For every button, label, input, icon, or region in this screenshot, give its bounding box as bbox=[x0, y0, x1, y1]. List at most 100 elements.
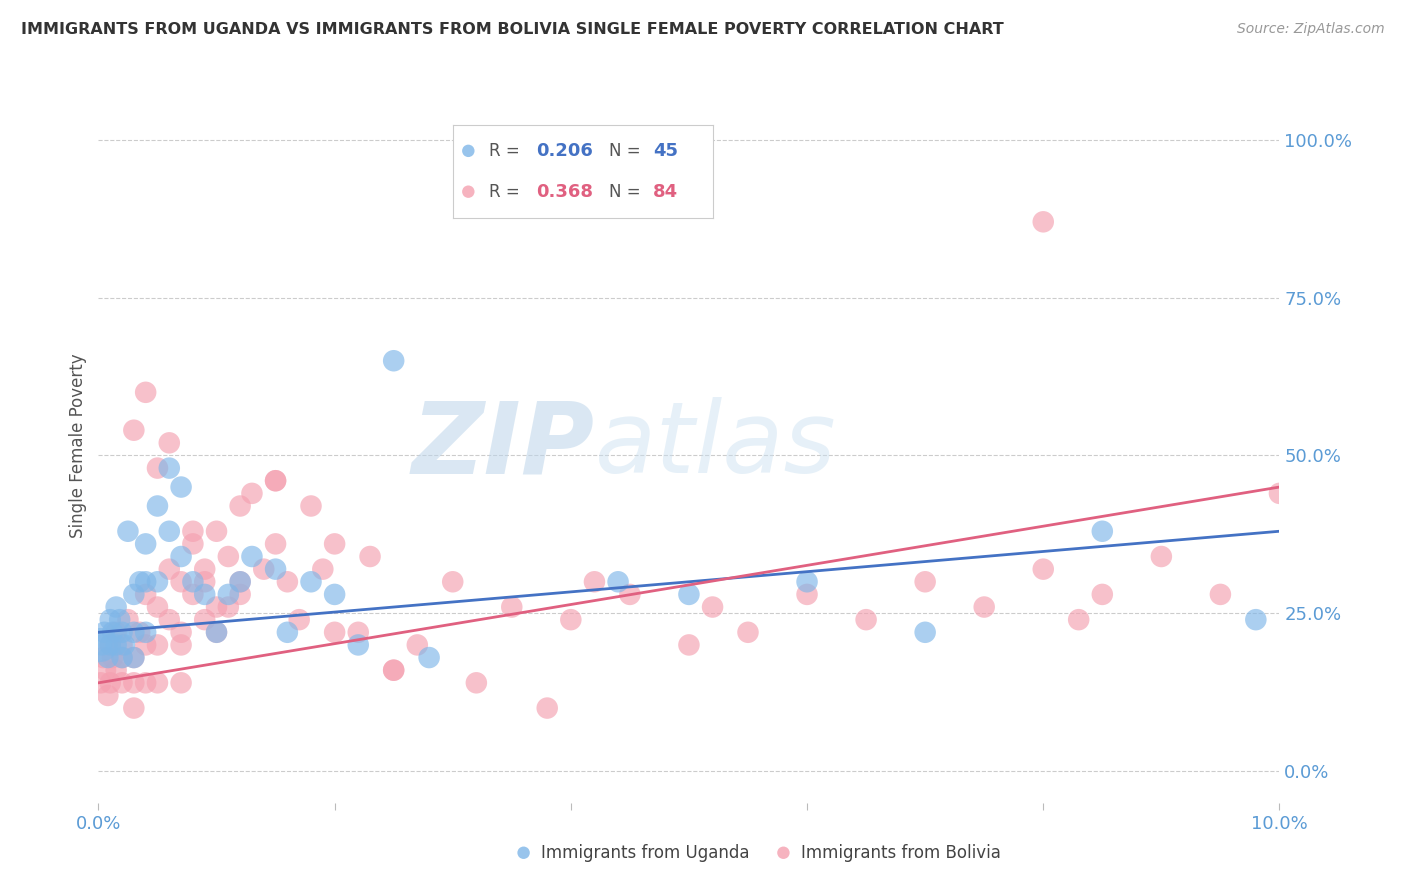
Point bbox=[299, 499, 322, 513]
Point bbox=[536, 701, 558, 715]
Point bbox=[181, 537, 204, 551]
Text: Immigrants from Bolivia: Immigrants from Bolivia bbox=[801, 844, 1001, 862]
Point bbox=[170, 675, 193, 690]
Point bbox=[1268, 486, 1291, 500]
Point bbox=[205, 524, 228, 539]
Point bbox=[607, 574, 630, 589]
Text: Immigrants from Uganda: Immigrants from Uganda bbox=[541, 844, 749, 862]
Point bbox=[194, 587, 217, 601]
Point bbox=[122, 625, 145, 640]
Point bbox=[382, 663, 405, 677]
Point bbox=[122, 587, 145, 601]
Point bbox=[229, 574, 252, 589]
Text: ZIP: ZIP bbox=[412, 398, 595, 494]
Point bbox=[347, 638, 370, 652]
Point bbox=[418, 650, 440, 665]
Point bbox=[323, 537, 346, 551]
Point bbox=[146, 461, 169, 475]
Point bbox=[135, 537, 157, 551]
Point bbox=[194, 613, 217, 627]
Text: atlas: atlas bbox=[595, 398, 837, 494]
Text: Source: ZipAtlas.com: Source: ZipAtlas.com bbox=[1237, 22, 1385, 37]
Point bbox=[135, 385, 157, 400]
Point bbox=[105, 625, 128, 640]
Point bbox=[98, 613, 121, 627]
Point bbox=[240, 486, 263, 500]
Point bbox=[111, 638, 134, 652]
Point bbox=[101, 650, 124, 665]
Point bbox=[796, 587, 818, 601]
Point bbox=[135, 638, 157, 652]
Point bbox=[122, 650, 145, 665]
Point bbox=[122, 675, 145, 690]
Point bbox=[1244, 613, 1267, 627]
Point bbox=[229, 587, 252, 601]
Point bbox=[122, 701, 145, 715]
Point bbox=[1091, 524, 1114, 539]
Point bbox=[217, 549, 239, 564]
Y-axis label: Single Female Poverty: Single Female Poverty bbox=[69, 354, 87, 538]
Point bbox=[441, 574, 464, 589]
Point bbox=[170, 549, 193, 564]
Point bbox=[973, 600, 995, 615]
Point bbox=[264, 474, 287, 488]
Point bbox=[146, 638, 169, 652]
Point bbox=[205, 625, 228, 640]
Point bbox=[157, 461, 180, 475]
Point bbox=[146, 574, 169, 589]
Point bbox=[678, 638, 700, 652]
Point bbox=[170, 480, 193, 494]
Point bbox=[702, 600, 724, 615]
Point bbox=[117, 524, 139, 539]
Point bbox=[105, 600, 128, 615]
Point bbox=[111, 650, 134, 665]
Point bbox=[108, 613, 131, 627]
Point bbox=[122, 650, 145, 665]
Point bbox=[312, 562, 335, 576]
Point bbox=[97, 689, 120, 703]
Point bbox=[98, 675, 121, 690]
Point bbox=[146, 600, 169, 615]
Point bbox=[217, 600, 239, 615]
Point bbox=[583, 574, 606, 589]
Point bbox=[135, 625, 157, 640]
Point bbox=[128, 574, 150, 589]
Point bbox=[619, 587, 641, 601]
Point bbox=[157, 613, 180, 627]
Point bbox=[323, 587, 346, 601]
Point bbox=[157, 435, 180, 450]
Point bbox=[406, 638, 429, 652]
Point bbox=[181, 524, 204, 539]
Point bbox=[501, 600, 523, 615]
Point bbox=[1032, 562, 1054, 576]
Point bbox=[111, 650, 134, 665]
Point bbox=[98, 638, 121, 652]
Point bbox=[240, 549, 263, 564]
Point bbox=[170, 574, 193, 589]
Point bbox=[111, 625, 134, 640]
Point bbox=[91, 650, 114, 665]
Point bbox=[101, 625, 124, 640]
Point bbox=[229, 499, 252, 513]
Point bbox=[288, 613, 311, 627]
Point bbox=[465, 675, 488, 690]
Point bbox=[112, 638, 135, 652]
Point bbox=[299, 574, 322, 589]
Point bbox=[170, 625, 193, 640]
Point bbox=[1209, 587, 1232, 601]
Point bbox=[264, 562, 287, 576]
Point bbox=[135, 587, 157, 601]
Point bbox=[560, 613, 582, 627]
Text: IMMIGRANTS FROM UGANDA VS IMMIGRANTS FROM BOLIVIA SINGLE FEMALE POVERTY CORRELAT: IMMIGRANTS FROM UGANDA VS IMMIGRANTS FRO… bbox=[21, 22, 1004, 37]
Point bbox=[194, 562, 217, 576]
Point bbox=[146, 499, 169, 513]
Point bbox=[347, 625, 370, 640]
Point bbox=[135, 675, 157, 690]
Point bbox=[98, 638, 121, 652]
Point bbox=[181, 574, 204, 589]
Point bbox=[1032, 215, 1054, 229]
Point bbox=[157, 524, 180, 539]
Point bbox=[128, 625, 150, 640]
Point bbox=[1067, 613, 1090, 627]
Point bbox=[181, 587, 204, 601]
